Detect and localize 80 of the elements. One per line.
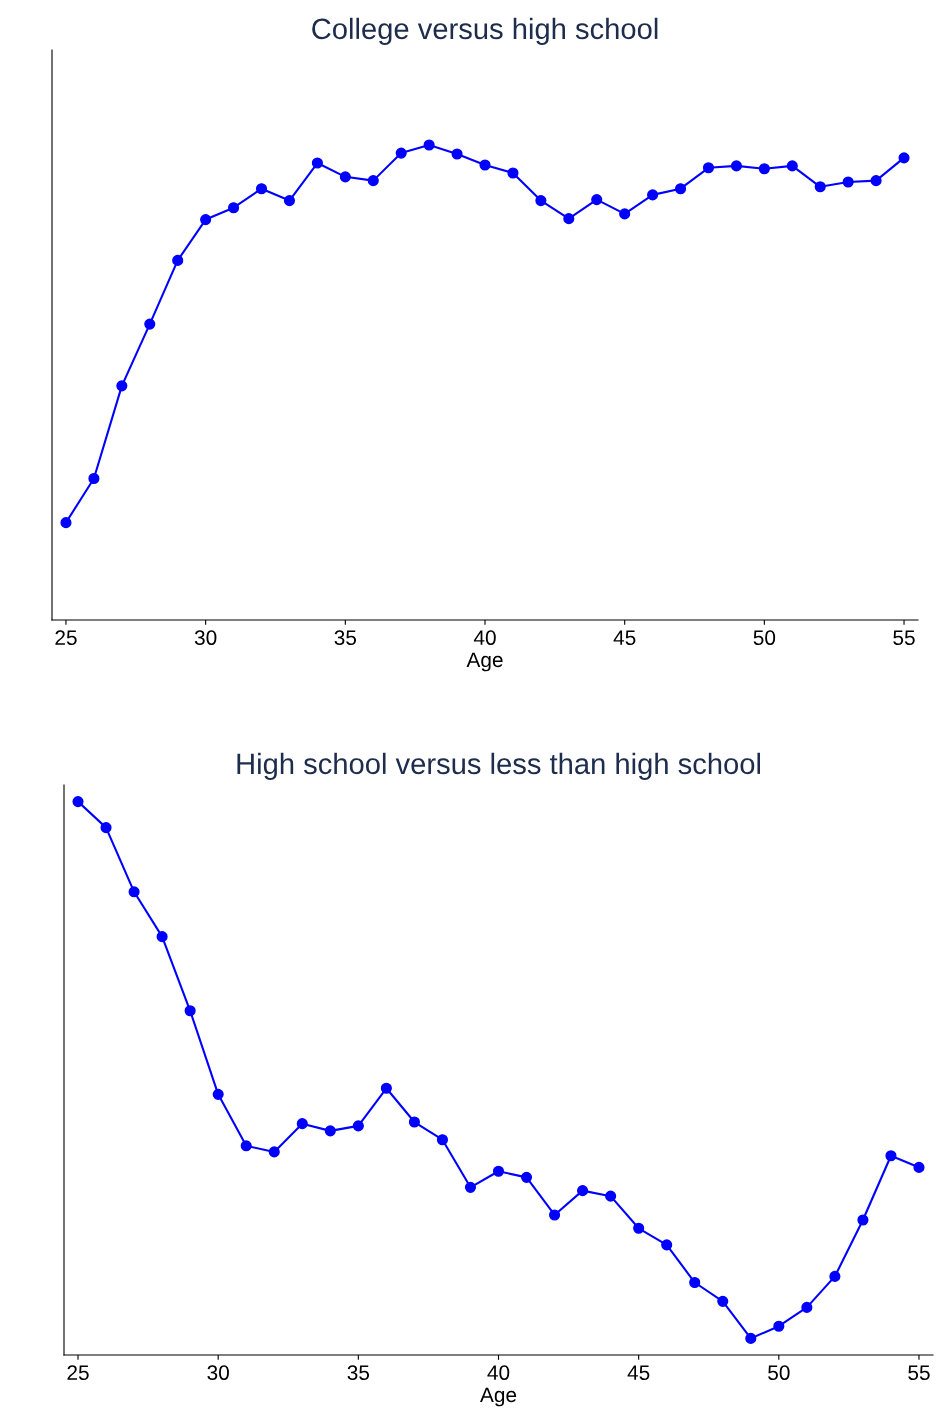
point bbox=[520, 1171, 533, 1183]
point bbox=[591, 194, 603, 206]
point bbox=[408, 1116, 420, 1128]
point bbox=[563, 213, 575, 225]
point bbox=[116, 380, 128, 392]
chart-title: High school versus less than high school bbox=[237, 752, 761, 780]
point bbox=[144, 318, 156, 330]
x-tick-label: 35 bbox=[334, 630, 357, 646]
point bbox=[702, 162, 715, 174]
point bbox=[773, 1320, 785, 1332]
point bbox=[423, 139, 435, 151]
point bbox=[60, 517, 72, 529]
x-tick-label: 30 bbox=[207, 1365, 229, 1381]
x-tick-label: 50 bbox=[768, 1365, 790, 1381]
point bbox=[283, 195, 296, 207]
point bbox=[885, 1150, 897, 1162]
point bbox=[801, 1301, 813, 1313]
point bbox=[311, 157, 323, 169]
x-tick-label: 25 bbox=[55, 630, 77, 646]
x-tick-label: 50 bbox=[753, 630, 776, 646]
x-tick-label: 45 bbox=[627, 1365, 650, 1381]
x-tick-label: 25 bbox=[67, 1365, 89, 1381]
point bbox=[492, 1165, 505, 1177]
point bbox=[745, 1332, 757, 1344]
x-tick-label: 45 bbox=[613, 630, 636, 646]
point bbox=[689, 1276, 701, 1289]
point bbox=[786, 160, 798, 172]
x-tick-label: 40 bbox=[473, 630, 496, 646]
x-tick-label: 55 bbox=[908, 1365, 930, 1381]
point bbox=[339, 171, 351, 183]
x-tick-label: 35 bbox=[347, 1365, 370, 1381]
point bbox=[100, 822, 112, 834]
point bbox=[507, 167, 519, 179]
point bbox=[156, 931, 168, 943]
chart-title: College versus high school bbox=[312, 17, 658, 45]
point bbox=[535, 195, 547, 207]
point bbox=[72, 796, 84, 808]
point bbox=[870, 175, 882, 187]
point bbox=[633, 1222, 645, 1234]
point bbox=[128, 886, 140, 898]
point bbox=[717, 1295, 729, 1307]
point bbox=[200, 214, 212, 226]
point bbox=[367, 175, 379, 187]
point bbox=[395, 147, 407, 159]
point bbox=[172, 254, 184, 266]
point bbox=[380, 1082, 392, 1094]
point bbox=[898, 152, 910, 164]
point bbox=[352, 1120, 364, 1132]
point bbox=[436, 1134, 448, 1146]
point bbox=[451, 148, 463, 160]
point bbox=[913, 1161, 925, 1173]
point bbox=[184, 1005, 196, 1017]
point bbox=[268, 1146, 280, 1158]
point bbox=[814, 181, 826, 193]
point bbox=[577, 1185, 589, 1197]
point bbox=[857, 1214, 869, 1226]
x-axis-title: Age bbox=[466, 652, 503, 672]
point bbox=[296, 1118, 308, 1130]
point bbox=[605, 1190, 617, 1202]
point bbox=[619, 208, 631, 220]
point bbox=[464, 1181, 477, 1193]
point bbox=[661, 1239, 673, 1251]
point bbox=[549, 1209, 561, 1221]
x-tick-label: 30 bbox=[194, 630, 217, 646]
point bbox=[212, 1088, 224, 1100]
point bbox=[255, 183, 268, 195]
point bbox=[228, 202, 240, 214]
x-tick-label: 55 bbox=[893, 630, 915, 646]
point bbox=[324, 1125, 336, 1137]
point bbox=[730, 160, 742, 172]
point bbox=[674, 183, 687, 195]
point bbox=[647, 189, 659, 201]
point bbox=[842, 176, 854, 188]
point bbox=[758, 163, 770, 175]
x-tick-label: 40 bbox=[487, 1365, 510, 1381]
point bbox=[240, 1140, 252, 1152]
point bbox=[88, 472, 100, 485]
point bbox=[479, 159, 491, 171]
point bbox=[829, 1270, 841, 1282]
x-axis-title: Age bbox=[480, 1387, 517, 1407]
